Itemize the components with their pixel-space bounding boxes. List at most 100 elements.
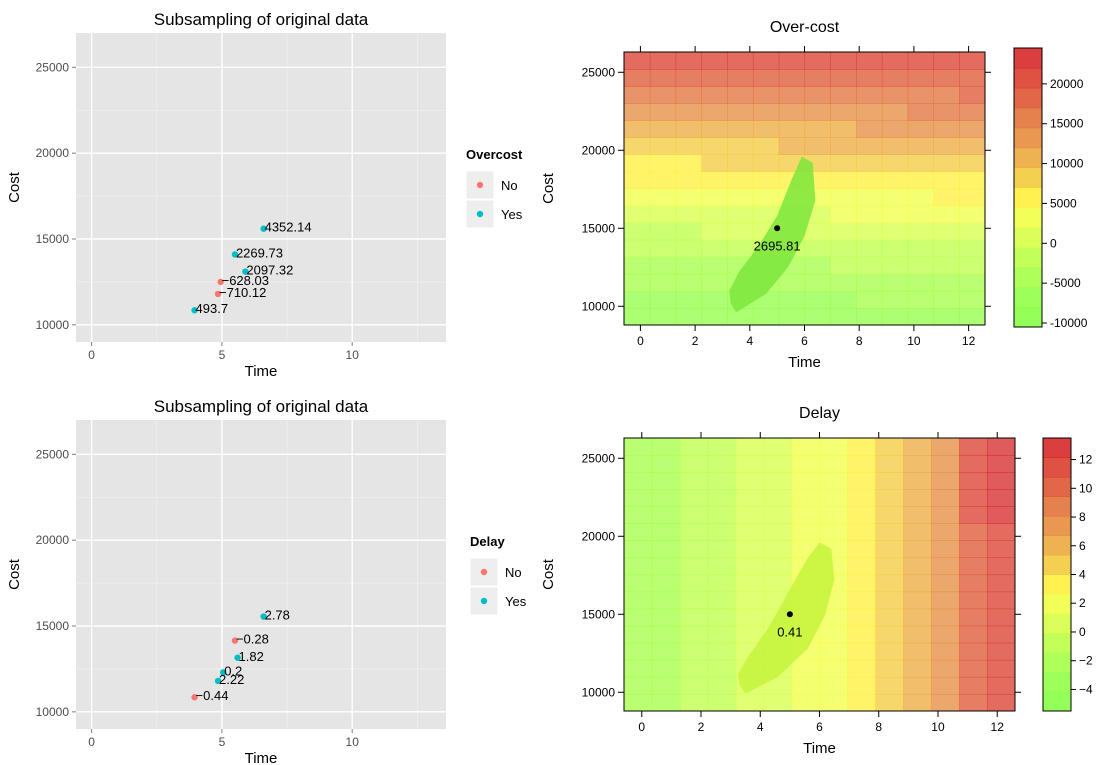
data-label: 493.7: [196, 301, 229, 316]
heatmap-cell: [707, 472, 737, 490]
colorbar-tick-label: 0: [1079, 625, 1086, 639]
colorbar-segment: [1014, 147, 1042, 169]
heatmap-cell: [675, 69, 702, 87]
heatmap-cell: [903, 455, 932, 473]
heatmap-cells: [624, 438, 1015, 711]
heatmap-cell: [624, 591, 653, 610]
colorbar-segment: [1043, 613, 1071, 634]
heatmap-cell: [907, 188, 935, 207]
x-tick-label: 4: [746, 334, 753, 348]
heatmap-cell: [707, 574, 737, 593]
y-axis-label: Cost: [540, 558, 557, 590]
heatmap-cell: [959, 557, 988, 576]
heatmap-cell: [881, 188, 909, 207]
heatmap-cell: [763, 557, 793, 576]
legend-label: Yes: [505, 594, 527, 609]
heatmap-cell: [727, 120, 754, 138]
legend-label: Yes: [501, 207, 523, 222]
heatmap-cell: [649, 69, 677, 87]
colorbar-segment: [1014, 127, 1042, 149]
heatmap-cell: [959, 506, 988, 524]
heatmap-cell: [847, 693, 876, 711]
heatmap-cell: [830, 154, 857, 173]
chart-title: Subsampling of original data: [154, 10, 369, 29]
colorbar-segment: [1043, 672, 1071, 692]
heatmap-cell: [791, 693, 821, 711]
heatmap-cell: [804, 273, 831, 292]
heatmap-cell: [778, 103, 806, 121]
heatmap-cell: [752, 103, 780, 121]
plot-panel: [76, 420, 446, 729]
heatmap-cell: [856, 154, 883, 173]
heatmap-cell: [735, 472, 765, 490]
heatmap-cell: [959, 489, 988, 507]
heatmap-cell: [881, 307, 909, 325]
heatmap-cells: [624, 52, 985, 325]
heatmap-cell: [701, 86, 728, 104]
heatmap-cell: [875, 608, 904, 627]
heatmap-cell: [907, 290, 935, 309]
colorbar-tick-label: 4: [1079, 568, 1086, 582]
heatmap-cell: [624, 69, 651, 87]
heatmap-cell: [675, 137, 702, 155]
x-tick-label: 8: [856, 334, 863, 348]
x-tick-label: 0: [638, 720, 645, 734]
heatmap-cell: [931, 540, 960, 559]
heatmap-cell: [959, 307, 985, 325]
heatmap-cell: [881, 205, 909, 224]
heatmap-cell: [987, 523, 1015, 541]
heatmap-cell: [987, 642, 1015, 661]
x-axis-label: Time: [788, 354, 821, 371]
data-point-no: [191, 694, 198, 701]
heatmap-cell: [735, 608, 765, 627]
heatmap-cell: [907, 256, 935, 275]
data-point-no: [217, 278, 224, 286]
heatmap-cell: [778, 69, 806, 87]
heatmap-cell: [987, 557, 1015, 576]
heatmap-cell: [675, 222, 702, 241]
x-tick-label: 2: [698, 720, 705, 734]
y-tick-label: 15000: [36, 619, 70, 633]
heatmap-cell: [903, 642, 932, 661]
heatmap-cell: [830, 307, 857, 325]
heatmap-cell: [875, 574, 904, 593]
heatmap-cell: [847, 659, 876, 678]
heatmap-cell: [707, 608, 737, 627]
heatmap-cell: [933, 222, 960, 241]
x-tick-label: 10: [931, 720, 945, 734]
heatmap-cell: [819, 438, 849, 456]
heatmap-cell: [856, 273, 883, 292]
heatmap-cell: [778, 137, 806, 155]
heatmap-cell: [903, 506, 932, 524]
heatmap-cell: [987, 574, 1015, 593]
heatmap-cell: [701, 120, 728, 138]
heatmap-cell: [847, 455, 876, 473]
heatmap-cell: [649, 154, 677, 173]
heatmap-cell: [727, 154, 754, 173]
heatmap-cell: [931, 523, 960, 541]
heatmap-cell: [856, 205, 883, 224]
heatmap-cell: [752, 171, 780, 190]
heatmap-cell: [819, 659, 849, 678]
data-label: 0.2: [224, 663, 242, 678]
data-label: −628.03: [222, 273, 269, 288]
heatmap-cell: [959, 608, 988, 627]
colorbar-tick-label: 2: [1079, 596, 1086, 610]
heatmap-cell: [881, 69, 909, 87]
colorbar-segment: [1014, 67, 1042, 89]
data-label: −0.28: [236, 632, 269, 647]
heatmap-cell: [903, 557, 932, 576]
heatmap-cell: [875, 659, 904, 678]
heatmap-cell: [856, 86, 883, 104]
heatmap-cell: [907, 52, 935, 70]
heatmap-cell: [830, 103, 857, 121]
heatmap-cell: [959, 676, 988, 695]
legend-marker-yes: [476, 210, 484, 218]
y-tick-label: 20000: [36, 533, 70, 547]
heatmap-cell: [624, 273, 651, 292]
heatmap-cell: [959, 540, 988, 559]
heatmap-cell: [624, 86, 651, 104]
heatmap-cell: [907, 154, 935, 173]
heatmap-cell: [987, 540, 1015, 559]
